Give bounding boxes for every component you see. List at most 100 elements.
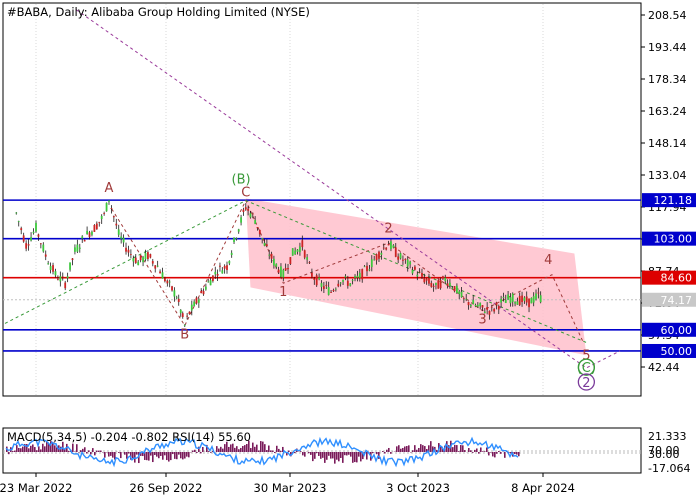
macd-bar (324, 452, 326, 463)
candle-body (519, 296, 521, 305)
candle-body (491, 307, 493, 308)
candle-body (517, 301, 519, 304)
wave-label-5: 2 (384, 221, 392, 236)
macd-bar (42, 444, 44, 452)
candle-body (304, 250, 306, 257)
candle-body (287, 268, 289, 269)
candle-body (444, 278, 446, 281)
candle-body (228, 261, 230, 263)
macd-bar (498, 451, 500, 452)
candle-body (325, 285, 327, 286)
candle-body (106, 203, 108, 212)
macd-bar (342, 452, 344, 463)
macd-bar (302, 452, 304, 455)
candle-body (196, 298, 198, 304)
macd-bar (158, 452, 160, 458)
level-tag-60.00: 60.00 (661, 324, 693, 337)
candle-body (142, 257, 144, 262)
candle-body (409, 262, 411, 265)
candle-body (118, 229, 120, 234)
candle-body (169, 282, 171, 283)
macd-bar (210, 452, 212, 453)
candle-body (371, 259, 373, 267)
candle-body (91, 232, 93, 235)
candle-body (507, 295, 509, 300)
macd-bar (96, 451, 98, 452)
candle-body (207, 281, 209, 282)
candle-body (395, 247, 397, 256)
candle-body (200, 291, 202, 293)
macd-bar (468, 448, 470, 452)
macd-bar (238, 449, 240, 452)
macd-bar (440, 447, 442, 452)
candle-body (349, 283, 351, 285)
macd-bar (178, 452, 180, 455)
macd-bar (320, 452, 322, 459)
candle-body (505, 300, 507, 303)
macd-bar (482, 451, 484, 452)
candle-body (45, 255, 47, 257)
macd-bar (108, 452, 110, 457)
candle-body (140, 256, 142, 261)
macd-bar (352, 452, 354, 463)
candle-body (340, 283, 342, 284)
candle-body (137, 262, 139, 265)
wave-label-10: 2 (582, 376, 590, 391)
candle-body (182, 313, 184, 317)
candle-body (540, 295, 542, 302)
candle-body (219, 266, 221, 267)
macd-bar (402, 448, 404, 452)
candle-body (447, 283, 449, 285)
candle-body (437, 280, 439, 288)
macd-bar (332, 452, 334, 458)
candle-body (50, 266, 52, 270)
macd-bar (30, 446, 32, 452)
macd-bar (472, 452, 474, 453)
candle-body (252, 213, 254, 214)
candle-body (313, 279, 315, 280)
macd-bar (220, 447, 222, 452)
candle-body (342, 280, 344, 282)
candle-body (264, 243, 266, 246)
macd-bar (20, 448, 22, 452)
candle-body (328, 287, 330, 295)
candle-body (292, 248, 294, 255)
macd-bar (256, 445, 258, 452)
macd-bar (470, 450, 472, 452)
candle-body (330, 292, 332, 293)
candle-body (442, 276, 444, 278)
indicator-tick-3: -17.064 (648, 462, 690, 475)
macd-bar (500, 452, 502, 454)
macd-bar (378, 452, 380, 459)
x-tick-label-2: 30 Mar 2023 (254, 481, 327, 495)
macd-bar (474, 450, 476, 452)
candle-body (392, 245, 394, 247)
macd-bar (496, 452, 498, 454)
candle-body (128, 250, 130, 253)
macd-bar (516, 452, 518, 455)
macd-bar (164, 452, 166, 455)
macd-bar (382, 451, 384, 452)
macd-bar (340, 452, 342, 458)
macd-bar (418, 448, 420, 452)
macd-bar (318, 452, 320, 456)
y-tick-label-0: 208.54 (648, 9, 687, 22)
macd-bar (488, 452, 490, 455)
macd-bar (400, 449, 402, 452)
candle-body (352, 280, 354, 281)
macd-bar (276, 446, 278, 452)
macd-bar (86, 452, 88, 453)
macd-bar (388, 448, 390, 452)
candle-body (240, 217, 242, 222)
wave-label-3: (B) (232, 173, 251, 188)
candle-body (333, 290, 335, 291)
candle-body (157, 266, 159, 267)
macd-bar (322, 452, 324, 458)
candle-body (217, 274, 219, 276)
candle-body (98, 222, 100, 223)
candle-body (180, 310, 182, 313)
candle-body (20, 228, 22, 230)
candle-body (357, 276, 359, 278)
candle-body (428, 278, 430, 284)
candle-body (514, 302, 516, 304)
